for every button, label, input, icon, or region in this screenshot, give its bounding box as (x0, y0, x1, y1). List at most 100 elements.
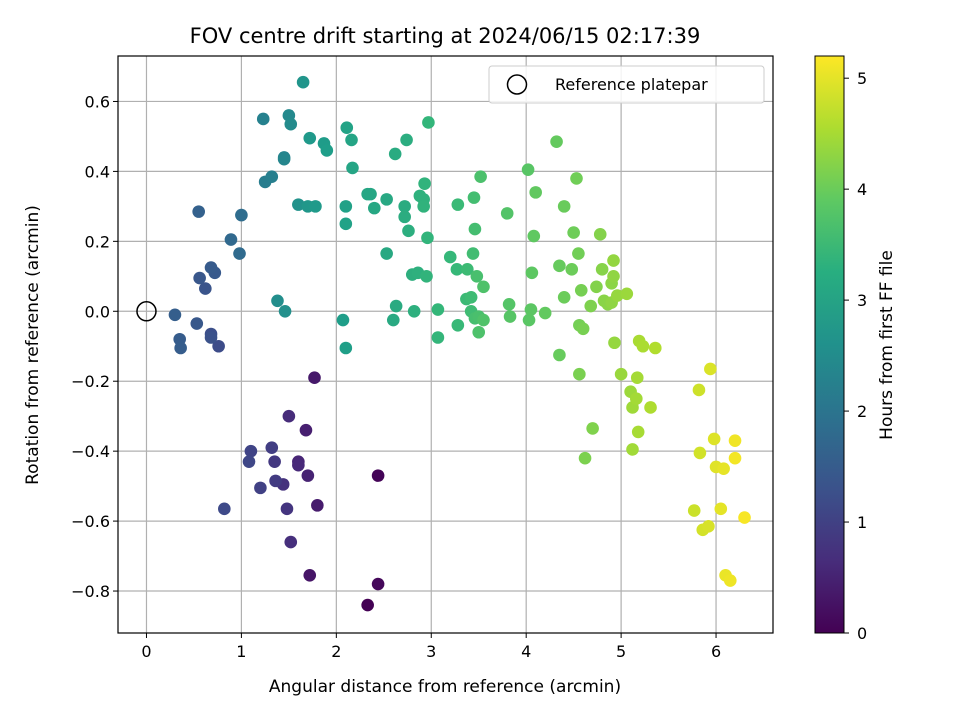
data-point (431, 303, 445, 316)
data-point (218, 502, 231, 516)
data-point (586, 422, 599, 435)
data-point (380, 247, 393, 260)
data-point (292, 198, 305, 211)
data-point (303, 131, 317, 145)
data-point (339, 200, 353, 213)
data-point (244, 444, 258, 458)
data-point (565, 263, 579, 276)
colorbar: 0 1 2 3 4 5 Hours from first FF file (814, 55, 897, 643)
chart-title: FOV centre drift starting at 2024/06/15 … (190, 24, 701, 48)
data-point (204, 331, 218, 344)
data-point (204, 261, 218, 274)
data-point (339, 217, 353, 231)
data-point (398, 210, 411, 224)
data-point (521, 163, 535, 176)
data-point (168, 308, 182, 322)
data-point (631, 425, 645, 439)
data-point (468, 222, 482, 236)
x-tick-label: 4 (521, 642, 531, 661)
data-point (431, 331, 445, 344)
data-point (578, 451, 592, 465)
colorbar-tick-label: 1 (857, 513, 867, 532)
colorbar-frame (814, 55, 845, 634)
data-point (687, 504, 701, 517)
data-point (345, 133, 358, 147)
data-point (303, 569, 317, 582)
data-point (407, 304, 421, 318)
y-tick-label: −0.8 (71, 582, 110, 601)
y-tick-label: −0.4 (71, 442, 110, 461)
data-point (707, 432, 721, 446)
data-point (268, 455, 281, 468)
data-point (704, 362, 717, 376)
colorbar-tick-label: 3 (857, 291, 867, 310)
y-tick-label: −0.6 (71, 512, 110, 531)
data-point (614, 367, 628, 381)
data-point (472, 325, 486, 339)
data-point (417, 200, 430, 213)
data-point (256, 112, 270, 126)
data-point (502, 297, 516, 311)
data-point (574, 283, 588, 297)
data-point (265, 170, 279, 183)
data-point (299, 423, 313, 437)
x-tick-label: 2 (331, 642, 341, 661)
data-point (692, 383, 706, 397)
data-point (550, 135, 563, 148)
data-point (418, 177, 431, 190)
data-point (474, 170, 487, 183)
data-point (212, 339, 225, 353)
colorbar-gradient (815, 56, 844, 633)
data-point (477, 313, 490, 327)
data-point (626, 443, 639, 456)
colorbar-tick-label: 2 (857, 402, 867, 421)
data-point (368, 201, 381, 215)
data-points (168, 75, 751, 612)
data-point (364, 187, 377, 201)
data-point (595, 263, 609, 276)
y-tick-label: 0.2 (85, 232, 110, 251)
legend: Reference platepar (488, 65, 765, 104)
data-point (284, 535, 298, 549)
data-point (271, 294, 284, 308)
data-point (265, 441, 279, 454)
data-point (336, 313, 350, 327)
y-tick-label: 0.4 (85, 162, 110, 181)
data-point (553, 348, 566, 362)
y-axis-label: Rotation from reference (arcmin) (23, 205, 43, 485)
data-point (717, 462, 730, 475)
data-point (254, 481, 267, 495)
data-point (728, 434, 742, 447)
data-point (500, 207, 514, 220)
data-point (466, 247, 480, 260)
data-point (451, 318, 465, 332)
data-point (450, 263, 464, 276)
data-point (380, 193, 393, 206)
data-point (702, 520, 715, 533)
legend-box (488, 65, 765, 104)
data-point (420, 270, 433, 283)
x-tick-label: 6 (711, 642, 721, 661)
x-tick-label: 5 (616, 642, 626, 661)
data-point (714, 502, 728, 516)
data-point (233, 247, 246, 260)
data-point (199, 282, 212, 295)
data-point (235, 208, 248, 222)
data-point (648, 341, 662, 355)
data-point (636, 339, 650, 353)
data-point (388, 147, 402, 161)
data-point (421, 231, 434, 245)
data-point (693, 446, 707, 460)
colorbar-label: Hours from first FF file (877, 250, 897, 440)
data-point (527, 229, 541, 243)
colorbar-ticks: 0 1 2 3 4 5 (844, 69, 867, 643)
data-point (280, 502, 294, 516)
data-point (467, 191, 481, 204)
x-axis-ticks: 0 1 2 3 4 5 6 (141, 633, 721, 661)
data-point (311, 499, 324, 512)
data-point (590, 280, 603, 294)
x-tick-label: 3 (426, 642, 436, 661)
data-point (723, 574, 737, 587)
data-point (572, 247, 585, 260)
